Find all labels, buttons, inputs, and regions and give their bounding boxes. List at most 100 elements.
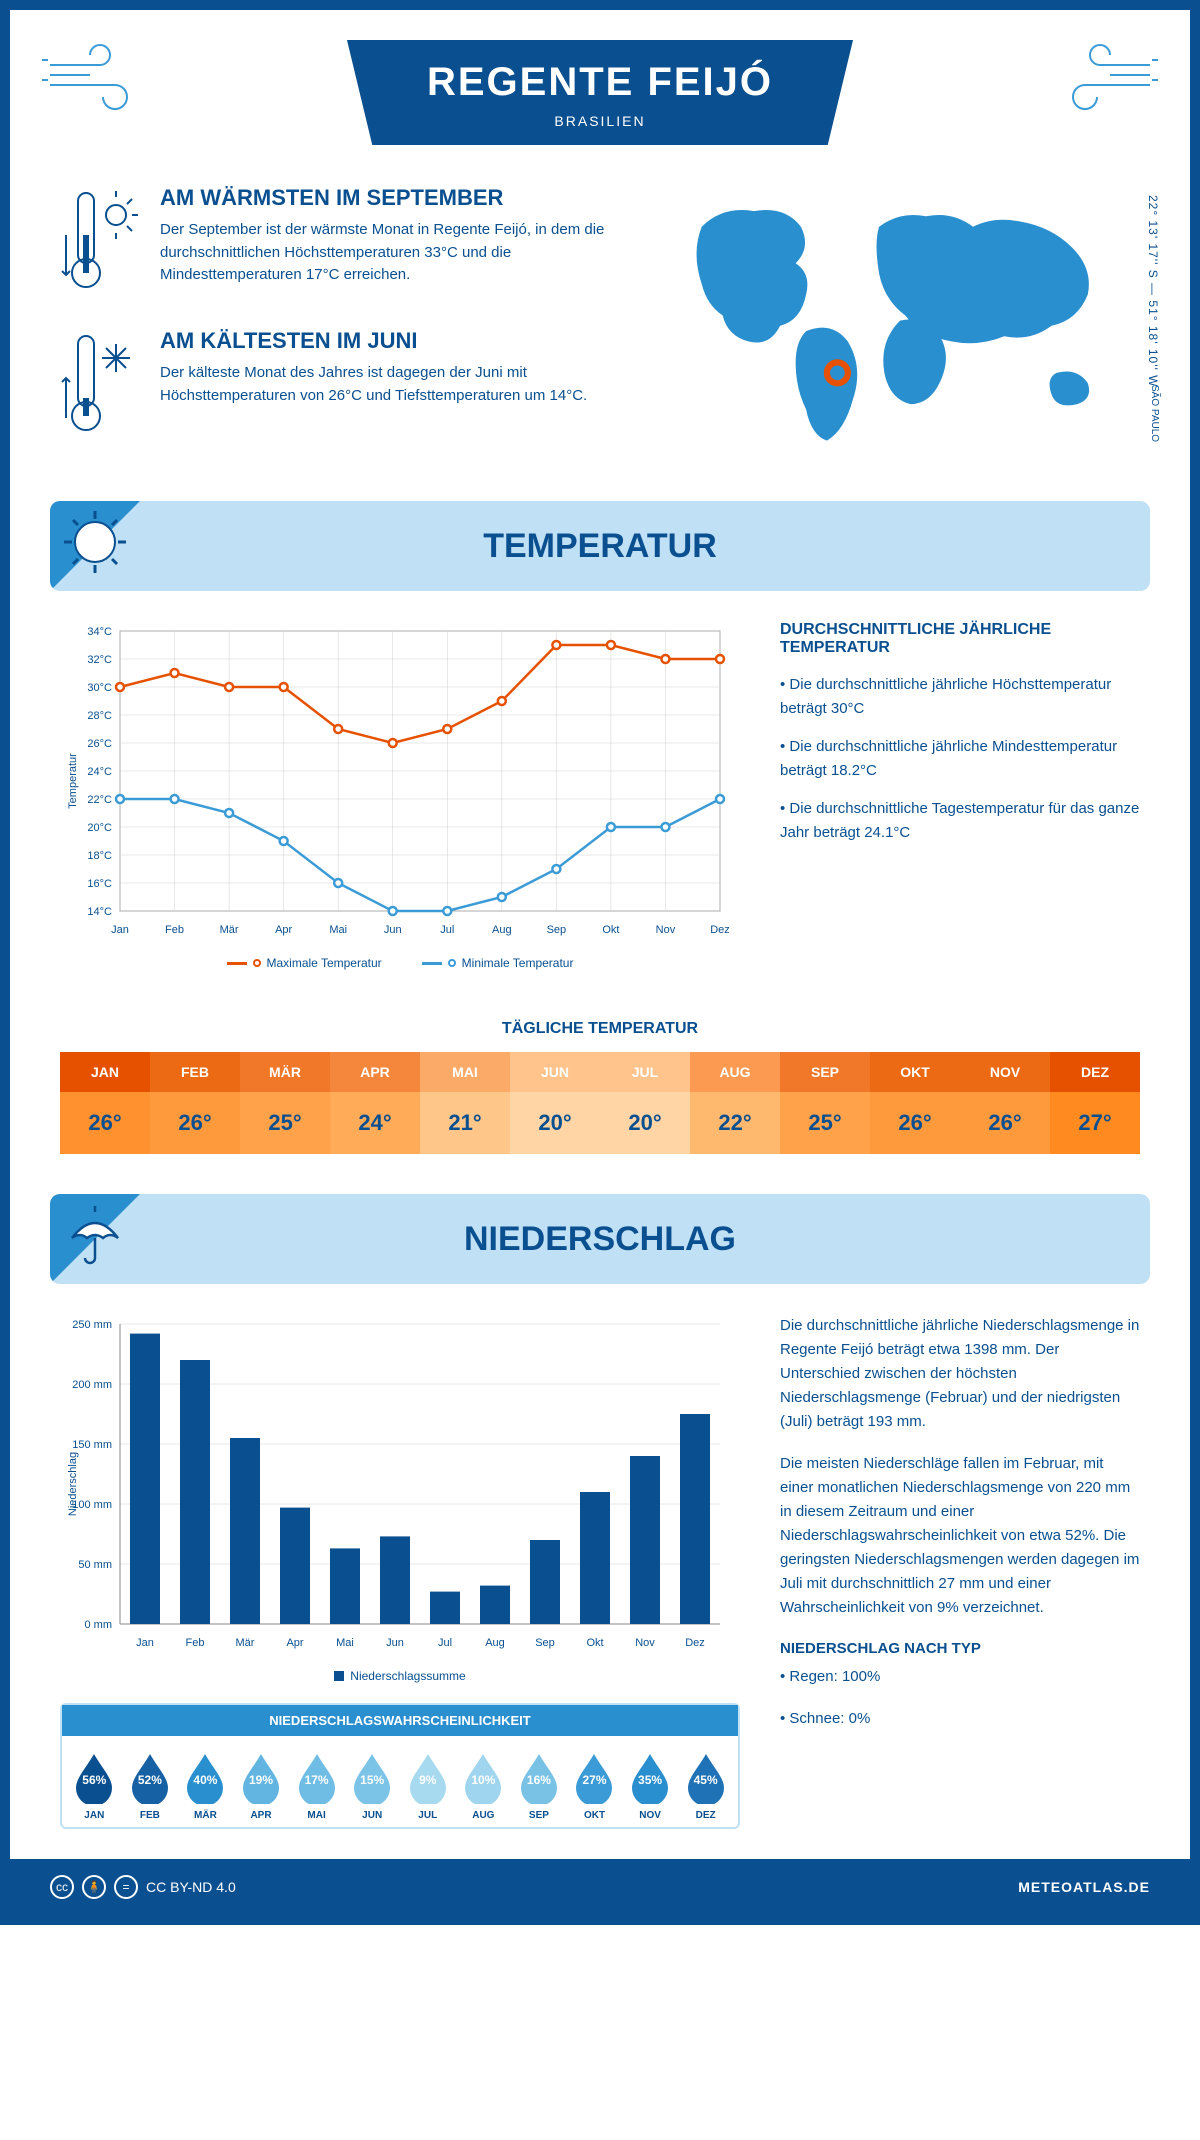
daily-value: 20° (510, 1092, 600, 1154)
svg-text:14°C: 14°C (87, 906, 112, 918)
daily-month: APR (330, 1052, 420, 1092)
daily-value: 26° (960, 1092, 1050, 1154)
svg-text:Aug: Aug (492, 924, 512, 936)
daily-value: 27° (1050, 1092, 1140, 1154)
daily-month: FEB (150, 1052, 240, 1092)
svg-text:26°C: 26°C (87, 738, 112, 750)
page-frame: REGENTE FEIJÓ BRASILIEN AM WÄRMSTEN IM S… (0, 0, 1200, 1925)
svg-text:20°C: 20°C (87, 822, 112, 834)
daily-month: MÄR (240, 1052, 330, 1092)
probability-title: NIEDERSCHLAGSWAHRSCHEINLICHKEIT (62, 1705, 738, 1736)
precipitation-title: NIEDERSCHLAG (50, 1220, 1150, 1259)
probability-month: MÄR (179, 1810, 232, 1821)
probability-value: 27% (582, 1773, 606, 1787)
svg-text:Nov: Nov (635, 1637, 655, 1649)
svg-text:Jun: Jun (386, 1637, 404, 1649)
svg-text:Dez: Dez (685, 1637, 705, 1649)
probability-month: MAI (290, 1810, 343, 1821)
svg-text:Apr: Apr (275, 924, 292, 936)
svg-text:50 mm: 50 mm (78, 1559, 112, 1571)
svg-text:Mär: Mär (220, 924, 239, 936)
nd-icon: = (114, 1875, 138, 1899)
daily-col: JUL 20° (600, 1052, 690, 1154)
probability-value: 56% (82, 1773, 106, 1787)
daily-col: MÄR 25° (240, 1052, 330, 1154)
wind-icon-left (40, 40, 150, 125)
probability-item: 52% FEB (124, 1750, 177, 1821)
intro-section: AM WÄRMSTEN IM SEPTEMBER Der September i… (10, 165, 1190, 501)
probability-value: 10% (471, 1773, 495, 1787)
daily-col: AUG 22° (690, 1052, 780, 1154)
temp-bullet: • Die durchschnittliche jährliche Höchst… (780, 673, 1140, 721)
probability-item: 27% OKT (568, 1750, 621, 1821)
svg-text:0 mm: 0 mm (85, 1619, 113, 1631)
svg-text:22°C: 22°C (87, 794, 112, 806)
precipitation-left: 0 mm50 mm100 mm150 mm200 mm250 mmJanFebM… (60, 1314, 740, 1829)
thermometer-sun-icon (60, 185, 140, 300)
license-block: cc 🧍 = CC BY-ND 4.0 (50, 1875, 236, 1899)
thermometer-snow-icon (60, 328, 140, 443)
svg-text:Sep: Sep (535, 1637, 555, 1649)
raindrop-icon: 40% (183, 1750, 227, 1804)
probability-month: AUG (457, 1810, 510, 1821)
daily-value: 26° (870, 1092, 960, 1154)
probability-item: 35% NOV (624, 1750, 677, 1821)
precip-text-1: Die durchschnittliche jährliche Niedersc… (780, 1314, 1140, 1434)
probability-item: 16% SEP (513, 1750, 566, 1821)
coldest-title: AM KÄLTESTEN IM JUNI (160, 328, 620, 354)
probability-item: 40% MÄR (179, 1750, 232, 1821)
svg-text:200 mm: 200 mm (72, 1379, 112, 1391)
coordinates-label: 22° 13' 17'' S — 51° 18' 10'' W (1146, 195, 1160, 387)
intro-text-column: AM WÄRMSTEN IM SEPTEMBER Der September i… (60, 185, 620, 471)
temperature-legend: Maximale Temperatur Minimale Temperatur (60, 956, 740, 970)
daily-month: AUG (690, 1052, 780, 1092)
svg-text:Nov: Nov (656, 924, 676, 936)
daily-value: 26° (60, 1092, 150, 1154)
svg-text:Okt: Okt (602, 924, 619, 936)
warmest-title: AM WÄRMSTEN IM SEPTEMBER (160, 185, 620, 211)
daily-month: NOV (960, 1052, 1050, 1092)
daily-value: 21° (420, 1092, 510, 1154)
probability-month: JAN (68, 1810, 121, 1821)
svg-text:250 mm: 250 mm (72, 1319, 112, 1331)
svg-text:24°C: 24°C (87, 766, 112, 778)
raindrop-icon: 45% (684, 1750, 728, 1804)
city-title: REGENTE FEIJÓ (427, 60, 773, 105)
probability-month: JUN (346, 1810, 399, 1821)
svg-text:16°C: 16°C (87, 878, 112, 890)
probability-month: SEP (513, 1810, 566, 1821)
brand-label: METEOATLAS.DE (1018, 1879, 1150, 1895)
daily-col: APR 24° (330, 1052, 420, 1154)
probability-month: FEB (124, 1810, 177, 1821)
svg-text:Feb: Feb (186, 1637, 205, 1649)
raindrop-icon: 10% (461, 1750, 505, 1804)
daily-col: NOV 26° (960, 1052, 1050, 1154)
world-map (660, 185, 1140, 456)
svg-text:32°C: 32°C (87, 654, 112, 666)
precipitation-info: Die durchschnittliche jährliche Niedersc… (780, 1314, 1140, 1829)
legend-max: Maximale Temperatur (267, 956, 382, 970)
daily-value: 25° (780, 1092, 870, 1154)
probability-value: 15% (360, 1773, 384, 1787)
daily-month: JUN (510, 1052, 600, 1092)
warmest-text: Der September ist der wärmste Monat in R… (160, 219, 620, 287)
daily-col: FEB 26° (150, 1052, 240, 1154)
daily-value: 26° (150, 1092, 240, 1154)
daily-value: 22° (690, 1092, 780, 1154)
probability-value: 35% (638, 1773, 662, 1787)
precipitation-body: 0 mm50 mm100 mm150 mm200 mm250 mmJanFebM… (10, 1314, 1190, 1859)
probability-value: 16% (527, 1773, 551, 1787)
daily-value: 25° (240, 1092, 330, 1154)
svg-text:Temperatur: Temperatur (67, 753, 79, 809)
daily-month: DEZ (1050, 1052, 1140, 1092)
precipitation-legend: Niederschlagssumme (60, 1669, 740, 1683)
daily-col: OKT 26° (870, 1052, 960, 1154)
temp-info-title: DURCHSCHNITTLICHE JÄHRLICHE TEMPERATUR (780, 621, 1140, 657)
umbrella-icon (60, 1200, 130, 1275)
daily-col: JUN 20° (510, 1052, 600, 1154)
temperature-info: DURCHSCHNITTLICHE JÄHRLICHE TEMPERATUR •… (780, 621, 1140, 970)
region-label: SÃO PAULO (1149, 385, 1160, 442)
probability-month: NOV (624, 1810, 677, 1821)
daily-month: JAN (60, 1052, 150, 1092)
raindrop-icon: 9% (406, 1750, 450, 1804)
